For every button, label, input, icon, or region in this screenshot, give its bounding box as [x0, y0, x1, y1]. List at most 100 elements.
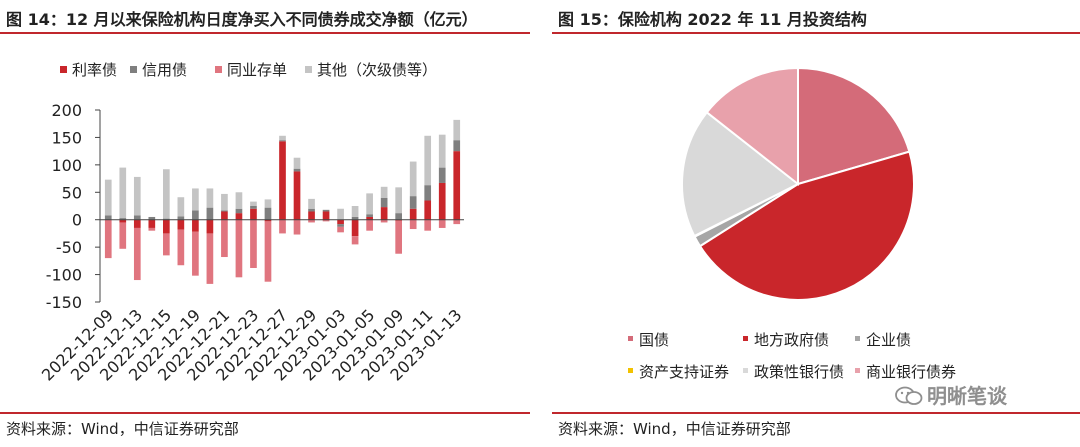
bar-segment	[148, 216, 156, 220]
bar-segment	[337, 219, 344, 225]
bar-segment	[308, 211, 315, 220]
bar-segment	[409, 208, 417, 220]
bar-segment	[380, 219, 388, 223]
bar-segment	[337, 208, 344, 220]
y-tick-label: 100	[51, 156, 82, 175]
legend-label: 同业存单	[227, 61, 287, 79]
bar-segment	[395, 187, 402, 214]
legend-label: 国债	[639, 331, 669, 349]
bar-segment	[453, 140, 461, 152]
bar-segment	[104, 219, 112, 259]
bar-segment	[119, 219, 127, 223]
bar-segment	[192, 219, 199, 232]
bar-segment	[163, 219, 170, 234]
bar-segment	[177, 229, 185, 266]
legend-label: 资产支持证券	[639, 363, 729, 381]
bar-segment	[235, 208, 243, 214]
bar-segment	[192, 188, 199, 211]
y-tick-label: 50	[62, 183, 82, 202]
bar-segment	[380, 197, 388, 208]
bar-segment	[409, 196, 417, 209]
bar-segment	[250, 208, 257, 220]
bar-segment	[395, 213, 402, 220]
pie-slice	[698, 150, 915, 301]
legend-swatch	[855, 336, 860, 341]
bar-segment	[351, 236, 359, 245]
bar-segment	[206, 233, 214, 284]
legend-swatch	[130, 66, 137, 73]
legend-label: 其他（次级债等）	[317, 61, 437, 79]
bar-segment	[351, 219, 359, 237]
bar-segment	[293, 168, 301, 172]
bar-segment	[250, 206, 257, 209]
bar-segment	[322, 209, 330, 212]
legend-label: 企业债	[866, 331, 911, 349]
wechat-icon	[895, 386, 923, 405]
left-chart-panel: 图 14：12 月以来保险机构日度净买入不同债券成交净额（亿元） 利率债 信用债 同…	[0, 0, 530, 447]
bar-segment	[366, 193, 373, 215]
bar-segment	[192, 231, 199, 276]
y-tick-label: 150	[51, 128, 82, 147]
legend-label: 利率债	[72, 61, 117, 79]
bar-segment	[133, 219, 141, 228]
bar-segment	[337, 224, 344, 227]
title-rule	[552, 32, 1080, 34]
bar-segment	[206, 207, 214, 220]
y-tick-label: 200	[51, 101, 82, 120]
bar-segment	[308, 219, 315, 223]
bar-segment	[235, 192, 243, 209]
pie-slice	[681, 110, 800, 238]
bar-segment	[163, 218, 170, 220]
bar-segment	[453, 219, 461, 225]
left-chart-title: 图 14：12 月以来保险机构日度净买入不同债券成交净额（亿元）	[6, 10, 478, 29]
bar-segment	[119, 167, 127, 219]
bar-segment	[337, 226, 344, 233]
bar-segment	[192, 210, 199, 220]
bar-segment	[438, 182, 446, 220]
title-rule	[0, 32, 530, 34]
bar-segment	[177, 216, 185, 220]
legend-swatch	[743, 368, 748, 373]
bar-segment	[264, 207, 272, 220]
y-tick-label: -100	[46, 266, 82, 285]
bar-segment	[279, 135, 286, 141]
bar-segment	[235, 219, 243, 278]
bar-segment	[133, 227, 141, 281]
bar-segment	[264, 221, 272, 282]
bar-segment	[424, 200, 432, 220]
left-source-note: 资料来源：Wind，中信证券研究部	[6, 420, 239, 438]
legend-label: 信用债	[142, 61, 187, 79]
source-rule	[0, 412, 530, 414]
bar-segment	[395, 220, 402, 254]
legend-swatch	[628, 336, 633, 341]
bar-segment	[424, 219, 432, 231]
right-chart-panel: 图 15：保险机构 2022 年 11 月投资结构 国债 地方政府债 企业债 资产支持…	[552, 0, 1080, 447]
legend-swatch	[305, 66, 312, 73]
bar-segment	[409, 161, 417, 197]
bar-segment	[322, 211, 330, 220]
bar-segment	[235, 213, 243, 220]
bar-segment	[293, 171, 301, 220]
bar-chart: 利率债 信用债 同业存单 其他（次级债等） -150 -100 -50 0 50 100 150 20…	[38, 61, 466, 385]
bar-segment	[453, 119, 461, 141]
legend-swatch	[628, 368, 633, 373]
bar-segment	[424, 135, 432, 186]
bar-segment	[163, 169, 170, 219]
bar-segment	[279, 141, 286, 220]
bar-segment	[264, 219, 272, 222]
bar-segment	[409, 219, 417, 230]
bar-segment	[177, 219, 185, 230]
bar-segment	[148, 219, 156, 228]
right-source-note: 资料来源：Wind，中信证券研究部	[558, 420, 791, 438]
bar-segment	[250, 219, 257, 268]
bar-segment	[366, 214, 373, 217]
bar-segment	[221, 193, 228, 211]
pie-slice	[705, 66, 799, 187]
bar-segment	[221, 219, 228, 258]
bar-segment	[366, 216, 373, 220]
bar-segment	[250, 201, 257, 206]
y-tick-label: 0	[72, 211, 82, 230]
legend-label: 政策性银行债	[754, 363, 844, 381]
bar-segment	[104, 215, 112, 220]
